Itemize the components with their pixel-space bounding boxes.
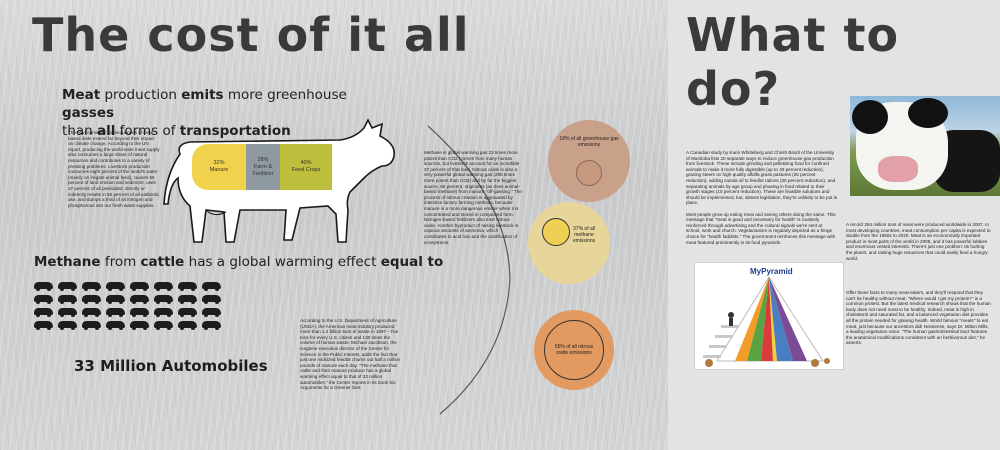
farm-fertilizer-segment: 28% Farm & Fertilizer <box>246 144 280 190</box>
feed-crops-segment: 40% Feed Crops <box>280 144 332 190</box>
car-icon <box>34 321 53 330</box>
cow-photo <box>850 96 1000 196</box>
car-icon-grid <box>34 282 234 338</box>
car-icon <box>106 321 125 330</box>
car-icon <box>58 295 77 304</box>
car-icon <box>106 308 125 317</box>
car-icon <box>178 321 197 330</box>
car-icon <box>82 282 101 291</box>
car-icon <box>178 295 197 304</box>
car-icon <box>106 282 125 291</box>
car-icon <box>202 282 221 291</box>
canadian-study-paragraph: A Canadian study by Karin Whitteberg and… <box>686 150 838 245</box>
nitrous-oxide-inner-circle <box>544 320 604 380</box>
methane-circle: 37% of all methane emissions <box>528 202 610 284</box>
car-icon <box>202 308 221 317</box>
pyramid-title: MyPyramid <box>750 267 793 276</box>
cow-diagram: 32% Manure 28% Farm & Fertilizer 40% Feed C… <box>150 114 400 264</box>
car-icon <box>58 308 77 317</box>
right-panel-background <box>668 0 1000 450</box>
decorative-arc <box>427 125 511 415</box>
car-icon <box>58 282 77 291</box>
car-icon <box>154 282 173 291</box>
car-icon <box>154 295 173 304</box>
car-icon <box>154 321 173 330</box>
car-icon <box>154 308 173 317</box>
meat-headline: Meat production emits more greenhouse ga… <box>62 87 347 139</box>
car-icon <box>178 308 197 317</box>
usda-paragraph: According to the U.S. Department of Agri… <box>300 318 401 391</box>
food-pyramid-image <box>694 262 844 370</box>
car-icon <box>82 308 101 317</box>
methane-heading: Methane from cattle has a global warming… <box>34 254 444 270</box>
car-icon <box>130 282 149 291</box>
manure-segment: 32% Manure <box>192 144 246 190</box>
protein-paragraph: Offer these facts to many meat-eaters, a… <box>846 290 991 346</box>
car-icon <box>82 295 101 304</box>
environment-paragraph: The environmental consequences of meat-b… <box>68 130 160 208</box>
car-icon <box>178 282 197 291</box>
car-icon <box>130 295 149 304</box>
car-icon <box>34 295 53 304</box>
page-title-left: The cost of it all <box>32 8 470 62</box>
methane-inner-circle <box>542 218 570 246</box>
page-title-right: What to do? <box>686 8 900 116</box>
car-icon <box>202 321 221 330</box>
car-icon <box>106 295 125 304</box>
car-icon <box>202 295 221 304</box>
car-icon <box>82 321 101 330</box>
car-icon <box>130 321 149 330</box>
car-icon <box>34 282 53 291</box>
car-icon <box>34 308 53 317</box>
car-icon <box>130 308 149 317</box>
meat-production-paragraph: A record 284 million tons of meat were p… <box>846 222 991 261</box>
car-icon <box>58 321 77 330</box>
automobiles-label: 33 Million Automobiles <box>74 357 268 375</box>
methane-paragraph: Methane is global warming gas 23 times m… <box>424 150 522 245</box>
greenhouse-inner-circle <box>576 160 602 186</box>
